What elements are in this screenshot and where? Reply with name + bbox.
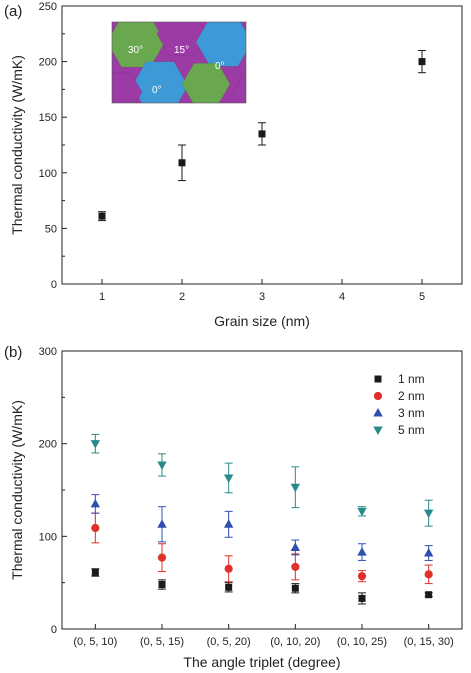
data-point [358,594,366,602]
data-point [223,519,234,528]
data-point [290,483,301,493]
y-tick-label: 250 [39,1,57,13]
series-2-nm [91,512,433,585]
y-tick-label: 0 [51,624,57,636]
panel-a-label: (a) [4,3,22,20]
data-point [418,58,426,66]
y-tick-label: 0 [51,279,57,291]
inset-label: 0° [215,61,225,72]
x-tick-label: (0, 10, 20) [270,636,320,648]
y-tick-label: 200 [39,439,57,451]
grain-15 [156,22,208,56]
x-tick-label: 4 [339,291,345,303]
data-point [357,507,367,517]
plot-b-ticks: (0, 5, 10) (0, 5, 15) (0, 5, 20) (0, 10, 20… [39,346,454,648]
legend-marker [373,391,383,401]
data-point [90,440,101,449]
data-point [423,548,434,557]
inset-frame [111,21,247,104]
inset-image: 30° 15° 0° 0° [111,21,247,104]
grain-green-bottom [181,62,231,103]
x-tick-label: (0, 5, 10) [73,636,117,648]
data-point [357,572,367,581]
y-tick-label: 100 [39,531,57,543]
x-tick-label: 3 [259,291,265,303]
plot-b-legend: 1 nm 2 nm 3 nm 5 nm [373,372,425,437]
legend-label: 5 nm [398,423,425,437]
inset-label: 30° [128,45,143,56]
series-5-nm [90,433,434,527]
inset-label: 15° [174,45,189,56]
plot-a-points [98,49,426,222]
x-tick-label: 5 [419,291,425,303]
legend-label: 2 nm [398,389,425,403]
data-point [178,159,186,167]
inset-label: 0° [152,85,162,96]
x-tick-label: 2 [179,291,185,303]
data-point [424,570,433,579]
x-tick-label: 1 [99,291,105,303]
series-3-nm [90,494,434,561]
y-tick-label: 100 [39,168,57,180]
y-tick-label: 50 [45,223,57,235]
legend-marker [373,426,383,435]
x-tick-label: (0, 10, 25) [337,636,387,648]
legend-marker [373,408,383,417]
panel-b-label: (b) [4,344,22,361]
data-point [291,562,300,572]
data-point [258,130,266,138]
data-point [91,568,99,576]
legend-marker [374,375,382,383]
plot-b-ylabel: Thermal conductivity (W/mK) [9,400,25,580]
data-point [157,519,167,528]
data-point [90,498,101,508]
legend-label: 1 nm [398,372,425,386]
y-tick-label: 300 [39,346,57,358]
x-tick-label: (0, 5, 20) [207,636,251,648]
inset-grains [112,22,246,103]
plot-b-points [90,433,434,605]
x-tick-label: (0, 5, 15) [140,636,184,648]
legend-label: 3 nm [398,406,425,420]
plot-a-xlabel: Grain size (nm) [214,313,310,329]
data-point [157,461,167,470]
data-point [224,564,233,573]
data-point [223,474,234,483]
plot-a-ylabel: Thermal conductivity (W/mK) [9,55,25,235]
data-point [91,523,100,533]
y-tick-label: 150 [39,112,57,124]
data-point [158,581,166,589]
grain-left [112,72,143,103]
series-1-nm [91,568,433,605]
plot-b-xlabel: The angle triplet (degree) [183,654,340,670]
data-point [225,583,233,591]
data-point [357,547,367,556]
x-tick-label: (0, 15, 30) [404,636,454,648]
data-point [291,584,299,592]
y-tick-label: 200 [39,57,57,69]
data-point [425,591,433,599]
data-point [157,553,167,562]
grain-0-right [195,22,246,67]
panel-b: (b) (0, 5, 10) (0, 5, 15) (0, 5, 20) (0, 10… [4,344,463,670]
data-point [290,542,301,551]
grain-right-bottom [231,76,246,103]
data-point [423,509,434,519]
data-point [98,212,106,220]
